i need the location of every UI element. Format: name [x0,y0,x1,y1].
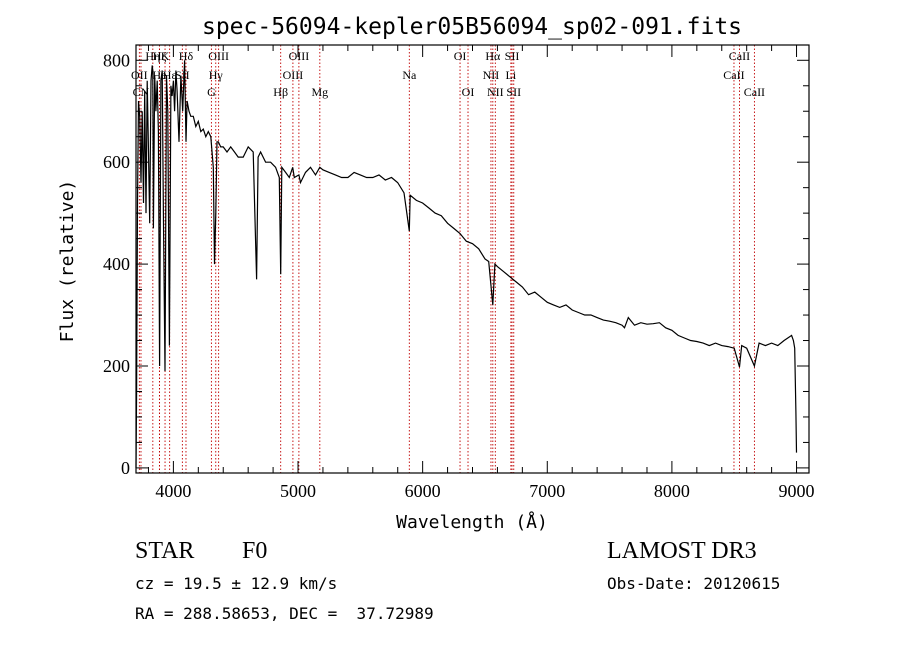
axis-ticks: 4000 5000 6000 7000 8000 9000 0 200 400 600 800 [103,45,815,501]
plot-frame [135,44,810,474]
line-label: Na [402,68,417,82]
redshift-cz: cz = 19.5 ± 12.9 km/s [135,574,338,593]
line-label: Li [506,68,517,82]
x-tick-label: 4000 [155,481,191,501]
x-tick-label: 5000 [280,481,316,501]
line-markers [138,45,755,473]
spectrum-line [135,60,798,468]
line-label: NII [487,85,504,99]
x-tick-label: 6000 [405,481,441,501]
line-label: OIII [289,49,310,63]
line-label: CN [133,85,150,99]
object-class: STAR [135,538,195,564]
line-label: NII [483,68,500,82]
chart-title: spec-56094-kepler05B56094_sp02-091.fits [202,14,742,40]
line-label: SII [506,85,521,99]
line-label: G [207,85,216,99]
line-label: Hζ [153,49,167,63]
line-label: CaII [723,68,744,82]
coordinates: RA = 288.58653, DEC = 37.72989 [135,604,434,623]
line-label: Hα [485,49,501,63]
x-tick-label: 8000 [654,481,690,501]
line-label: OIII [283,68,304,82]
survey-name: LAMOST DR3 [607,538,757,564]
obs-date: Obs-Date: 20120615 [607,574,781,593]
y-tick-label: 800 [103,50,130,70]
line-label: OIII [208,49,229,63]
line-label: He [152,68,166,82]
line-label: Mg [311,85,328,99]
line-label: OII [131,68,148,82]
y-axis-label: Flux (relative) [57,180,78,343]
line-label: SII [175,68,190,82]
line-label: Hδ [179,49,194,63]
line-label: Hβ [273,85,288,99]
line-label: Hγ [209,68,224,82]
x-tick-label: 7000 [529,481,565,501]
y-tick-label: 600 [103,152,130,172]
line-label: CaII [744,85,765,99]
line-label: CaII [729,49,750,63]
y-tick-label: 400 [103,254,130,274]
y-tick-label: 200 [103,356,130,376]
x-tick-label: 9000 [779,481,815,501]
object-subclass: F0 [242,538,268,564]
line-label: OI [462,85,475,99]
line-label: K [161,49,170,63]
y-tick-label: 0 [121,458,130,478]
line-label: OI [454,49,467,63]
line-label: SII [505,49,520,63]
x-axis-label: Wavelength (Å) [396,511,548,533]
line-label: Hη [145,49,160,63]
